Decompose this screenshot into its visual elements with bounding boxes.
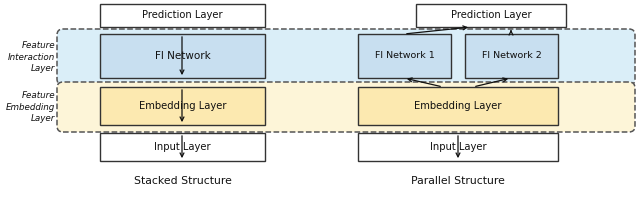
Bar	[465, 34, 558, 78]
Bar	[100, 4, 265, 27]
Text: Stacked Structure: Stacked Structure	[134, 176, 232, 186]
Text: Embedding Layer: Embedding Layer	[414, 101, 502, 111]
Bar	[100, 34, 265, 78]
FancyBboxPatch shape	[57, 82, 635, 132]
FancyBboxPatch shape	[57, 29, 635, 85]
Bar	[358, 133, 558, 161]
Bar	[358, 34, 451, 78]
Text: FI Network 1: FI Network 1	[374, 52, 435, 60]
Bar	[416, 4, 566, 27]
Text: Embedding Layer: Embedding Layer	[139, 101, 227, 111]
Text: Prediction Layer: Prediction Layer	[142, 11, 223, 20]
Text: Feature
Interaction
Layer: Feature Interaction Layer	[8, 41, 55, 73]
Text: FI Network: FI Network	[155, 51, 211, 61]
Bar	[100, 133, 265, 161]
Text: Feature
Embedding
Layer: Feature Embedding Layer	[6, 91, 55, 123]
Text: FI Network 2: FI Network 2	[482, 52, 541, 60]
Text: Input Layer: Input Layer	[429, 142, 486, 152]
Text: Parallel Structure: Parallel Structure	[411, 176, 505, 186]
Text: Input Layer: Input Layer	[154, 142, 211, 152]
Bar	[358, 87, 558, 125]
Bar	[100, 87, 265, 125]
Text: Prediction Layer: Prediction Layer	[451, 11, 531, 20]
